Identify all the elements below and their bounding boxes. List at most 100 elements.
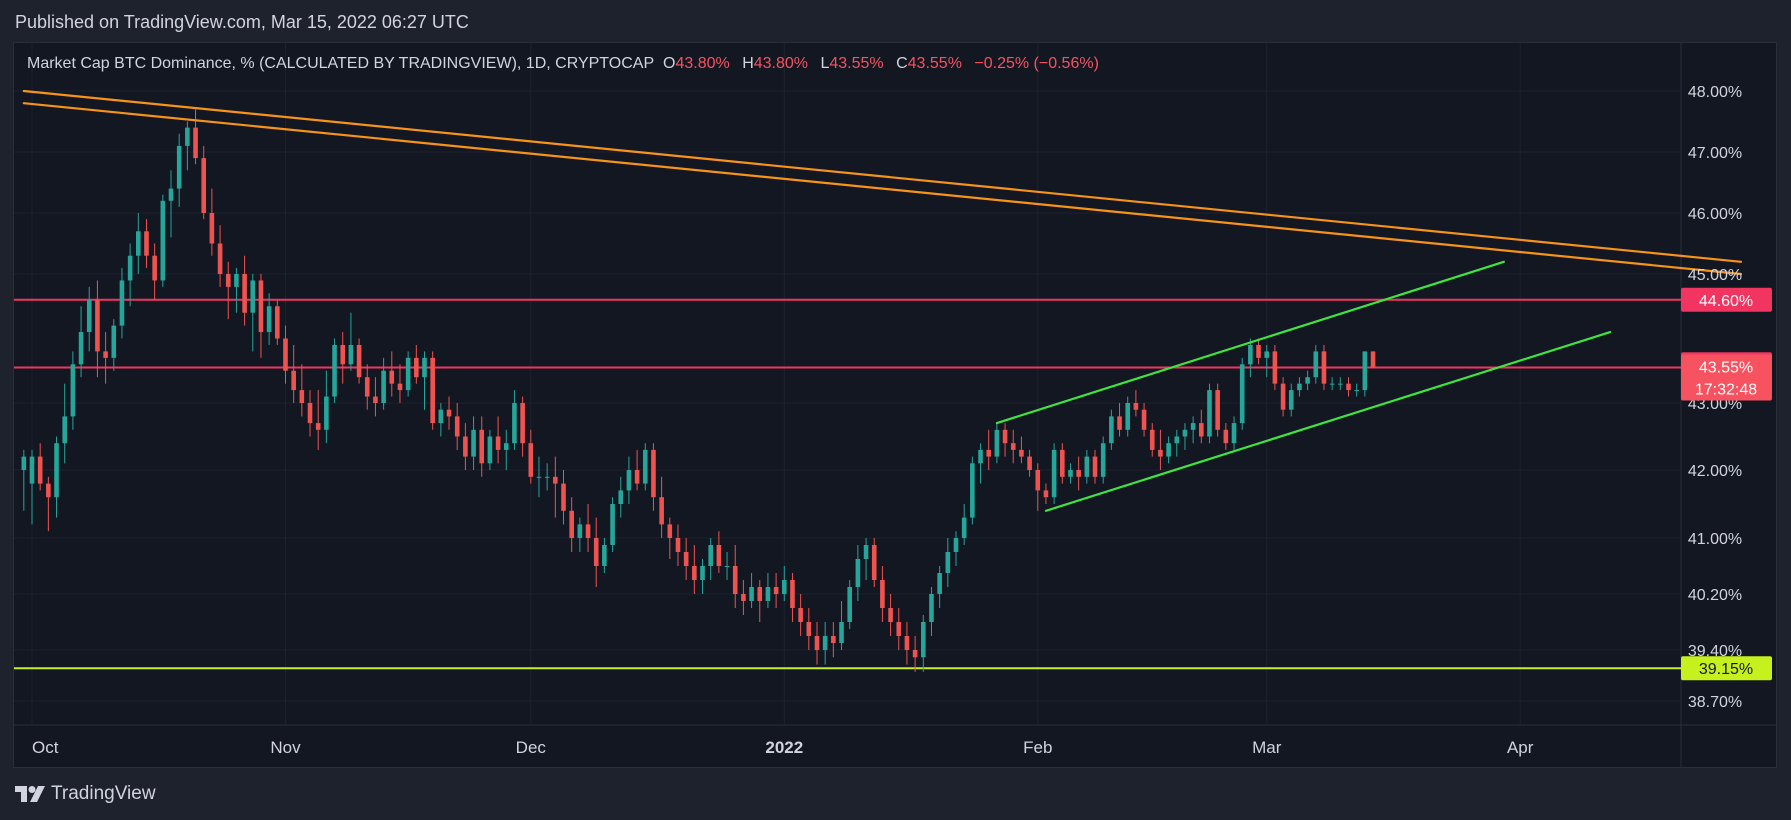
candle-body bbox=[1100, 443, 1106, 477]
candle-body bbox=[275, 306, 280, 339]
candle-body bbox=[348, 344, 354, 365]
candle-body bbox=[1199, 423, 1204, 437]
candle-body bbox=[389, 370, 395, 384]
candle-body bbox=[618, 490, 624, 504]
candle-body bbox=[1010, 443, 1016, 450]
candle-body bbox=[994, 429, 1000, 457]
candle-body bbox=[332, 344, 337, 397]
candle-body bbox=[806, 622, 812, 636]
candle-body bbox=[136, 231, 141, 256]
trendline bbox=[1044, 330, 1612, 512]
candle-body bbox=[741, 594, 746, 601]
trendline bbox=[22, 102, 1743, 276]
candle-body bbox=[185, 127, 190, 146]
candle-body bbox=[463, 436, 468, 457]
candle-body bbox=[593, 538, 599, 566]
x-tick-label: Oct bbox=[32, 738, 59, 757]
y-tick-label: 47.00% bbox=[1688, 145, 1742, 162]
y-tick-label: 41.00% bbox=[1688, 531, 1742, 548]
candle-body bbox=[790, 580, 795, 608]
candle-body bbox=[585, 524, 591, 538]
tradingview-logo-icon bbox=[15, 786, 45, 802]
candle-body bbox=[1158, 449, 1163, 457]
close-value: 43.55% bbox=[907, 55, 962, 72]
x-tick-label: Mar bbox=[1252, 738, 1282, 757]
candle-body bbox=[1125, 403, 1131, 430]
candle-body bbox=[356, 344, 362, 378]
candle-body bbox=[683, 552, 689, 566]
candle-body bbox=[46, 483, 51, 498]
candle-body bbox=[577, 524, 583, 538]
candles bbox=[21, 109, 1376, 672]
candle-body bbox=[176, 145, 182, 189]
candle-body bbox=[487, 436, 493, 464]
candle-body bbox=[119, 280, 125, 326]
candle-body bbox=[896, 622, 902, 636]
candle-body bbox=[520, 403, 525, 444]
candle-body bbox=[831, 636, 836, 643]
x-tick-label: Nov bbox=[270, 738, 301, 757]
symbol-legend: Market Cap BTC Dominance, % (CALCULATED … bbox=[27, 55, 1107, 73]
open-value: 43.80% bbox=[675, 55, 730, 72]
candle-body bbox=[610, 504, 615, 545]
candle-body bbox=[225, 274, 231, 287]
candle-body bbox=[1321, 351, 1327, 384]
candle-body bbox=[1166, 443, 1171, 457]
candle-body bbox=[86, 299, 92, 333]
candle-body bbox=[111, 325, 117, 358]
candle-body bbox=[1043, 490, 1049, 498]
candle-body bbox=[1370, 351, 1376, 368]
candle-body bbox=[528, 443, 534, 477]
candle-body bbox=[307, 403, 313, 424]
x-tick-label: Apr bbox=[1507, 738, 1534, 757]
candle-body bbox=[103, 351, 108, 358]
candle-body bbox=[1182, 429, 1188, 437]
candle-body bbox=[1280, 383, 1286, 410]
tradingview-brand[interactable]: TradingView bbox=[15, 783, 156, 805]
x-tick-label: Feb bbox=[1023, 738, 1052, 757]
candle-body bbox=[1084, 456, 1090, 477]
trendline bbox=[22, 89, 1743, 263]
candle-body bbox=[503, 443, 509, 450]
candle-body bbox=[454, 416, 460, 437]
candle-body bbox=[871, 545, 877, 580]
candle-body bbox=[634, 470, 640, 484]
candle-body bbox=[471, 429, 476, 457]
candle-body bbox=[21, 456, 27, 470]
candle-body bbox=[217, 243, 223, 274]
candle-body bbox=[1362, 351, 1368, 391]
candle-body bbox=[1109, 416, 1114, 444]
candle-body bbox=[160, 200, 166, 281]
candle-body bbox=[749, 587, 754, 601]
x-axis: Oct Nov Dec 2022 Feb Mar Apr bbox=[32, 738, 1534, 757]
x-tick-label: 2022 bbox=[765, 738, 803, 757]
candle-body bbox=[242, 274, 247, 313]
candle-body bbox=[62, 416, 68, 444]
candle-body bbox=[1149, 429, 1155, 450]
candle-body bbox=[152, 255, 157, 281]
candle-body bbox=[29, 456, 35, 484]
candle-body bbox=[397, 383, 403, 391]
candle-body bbox=[299, 390, 305, 403]
candle-body bbox=[822, 636, 828, 650]
candle-body bbox=[561, 483, 566, 511]
candle-body bbox=[953, 538, 959, 552]
candle-body bbox=[651, 449, 656, 498]
candle-body bbox=[37, 456, 43, 484]
candle-body bbox=[1288, 390, 1294, 410]
candle-body bbox=[127, 255, 133, 281]
trendlines bbox=[22, 89, 1743, 512]
candle-body bbox=[438, 409, 444, 424]
candle-body bbox=[675, 538, 681, 552]
published-caption: Published on TradingView.com, Mar 15, 20… bbox=[15, 12, 469, 32]
grid-lines bbox=[14, 43, 1777, 767]
candle-body bbox=[544, 476, 550, 478]
candle-body bbox=[1248, 344, 1253, 365]
y-tick-label: 40.20% bbox=[1688, 587, 1742, 604]
candle-body bbox=[373, 396, 378, 403]
chart-panel[interactable] bbox=[13, 42, 1777, 768]
candle-body bbox=[553, 476, 558, 484]
candle-body bbox=[904, 636, 910, 650]
candle-body bbox=[1092, 456, 1098, 477]
